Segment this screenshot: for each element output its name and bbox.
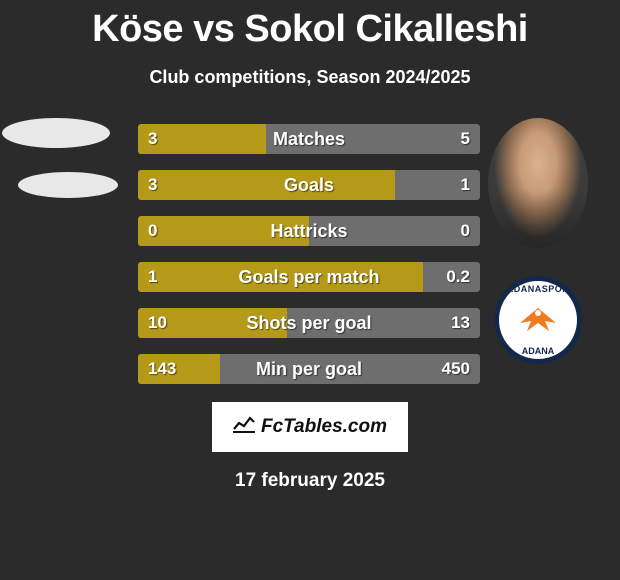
right-player-column: ADANASPOR ADANA — [488, 118, 588, 364]
stat-bar-right-segment: 0.2 — [423, 262, 480, 292]
stat-bar: 143450Min per goal — [138, 354, 480, 384]
right-club-badge: ADANASPOR ADANA — [494, 276, 582, 364]
stat-bar-right-segment: 450 — [220, 354, 480, 384]
brand-text: FcTables.com — [261, 416, 387, 438]
left-player-column — [8, 118, 118, 198]
stat-bar: 31Goals — [138, 170, 480, 200]
stat-right-value: 5 — [461, 129, 470, 149]
stat-bar-left-segment: 10 — [138, 308, 287, 338]
stat-left-value: 10 — [148, 313, 167, 333]
brand-badge: FcTables.com — [212, 402, 408, 452]
stat-right-value: 450 — [442, 359, 470, 379]
stat-right-value: 1 — [461, 175, 470, 195]
stat-left-value: 3 — [148, 129, 157, 149]
right-player-avatar — [488, 118, 588, 248]
chart-icon — [233, 415, 255, 439]
stat-bar-right-segment: 5 — [266, 124, 480, 154]
stat-bar: 10.2Goals per match — [138, 262, 480, 292]
stat-bar-left-segment: 3 — [138, 124, 266, 154]
left-player-avatar-placeholder — [2, 118, 110, 148]
stat-bar-left-segment: 0 — [138, 216, 309, 246]
stat-left-value: 1 — [148, 267, 157, 287]
stat-bar-left-segment: 3 — [138, 170, 395, 200]
stat-left-value: 143 — [148, 359, 176, 379]
club-badge-eagle-icon — [515, 305, 561, 335]
stat-bar: 35Matches — [138, 124, 480, 154]
stat-left-value: 0 — [148, 221, 157, 241]
generated-date: 17 february 2025 — [0, 470, 620, 492]
left-club-badge-placeholder — [18, 172, 118, 198]
stat-left-value: 3 — [148, 175, 157, 195]
club-badge-top-text: ADANASPOR — [499, 284, 577, 294]
stat-right-value: 13 — [451, 313, 470, 333]
stat-bar-left-segment: 1 — [138, 262, 423, 292]
stat-bar-right-segment: 0 — [309, 216, 480, 246]
stat-bar-left-segment: 143 — [138, 354, 220, 384]
page-title: Köse vs Sokol Cikalleshi — [0, 0, 620, 51]
stat-bar: 1013Shots per goal — [138, 308, 480, 338]
stat-right-value: 0 — [461, 221, 470, 241]
club-badge-bottom-text: ADANA — [499, 346, 577, 356]
stat-bar-right-segment: 1 — [395, 170, 481, 200]
stat-bar: 00Hattricks — [138, 216, 480, 246]
comparison-panel: ADANASPOR ADANA 35Matches31Goals00Hattri… — [0, 124, 620, 384]
stat-right-value: 0.2 — [446, 267, 470, 287]
page-subtitle: Club competitions, Season 2024/2025 — [0, 67, 620, 88]
stat-bars: 35Matches31Goals00Hattricks10.2Goals per… — [138, 124, 480, 384]
stat-bar-right-segment: 13 — [287, 308, 480, 338]
